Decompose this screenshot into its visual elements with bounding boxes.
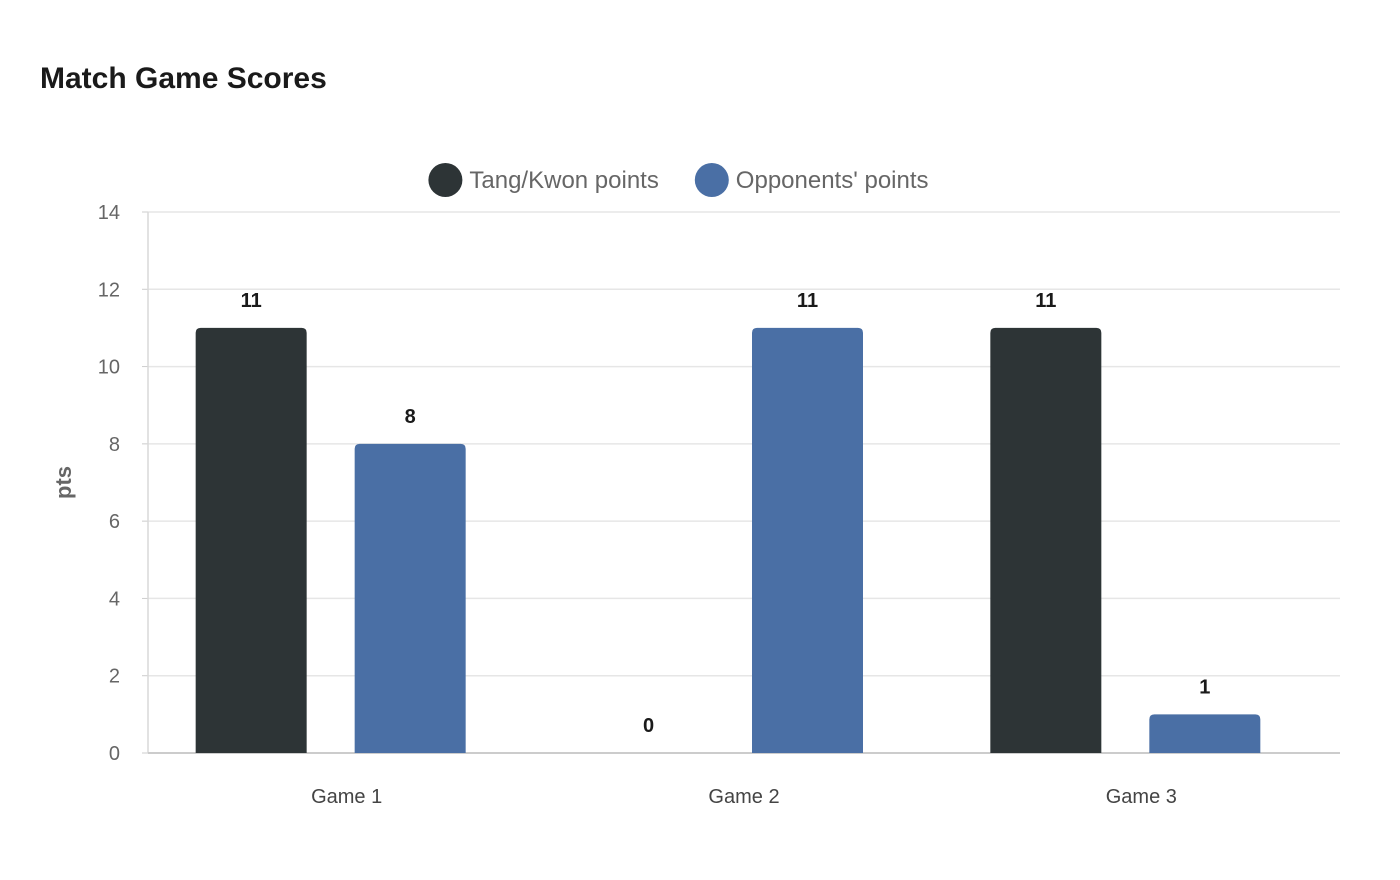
bar[interactable] bbox=[195, 327, 307, 753]
x-tick-label: Game 2 bbox=[708, 786, 779, 808]
x-tick-label: Game 1 bbox=[311, 786, 382, 808]
y-tick-label: 4 bbox=[109, 588, 120, 610]
data-label: 1 bbox=[1199, 676, 1210, 698]
bar[interactable] bbox=[354, 443, 466, 753]
gridlines bbox=[148, 211, 1340, 677]
y-tick-label: 0 bbox=[109, 743, 120, 765]
bar[interactable] bbox=[990, 327, 1102, 753]
bar[interactable] bbox=[752, 327, 863, 753]
data-label: 11 bbox=[1035, 290, 1056, 312]
legend-swatch bbox=[694, 163, 729, 197]
y-axis-title: pts bbox=[51, 466, 76, 499]
y-tick-label: 2 bbox=[109, 666, 120, 688]
x-tick-label: Game 3 bbox=[1106, 786, 1177, 808]
legend-swatch bbox=[428, 163, 463, 197]
legend: Tang/Kwon points Opponents' points bbox=[428, 163, 929, 197]
bars bbox=[195, 327, 1261, 753]
data-label: 8 bbox=[405, 406, 416, 428]
chart-title: Match Game Scores bbox=[40, 62, 327, 95]
y-tick-label: 8 bbox=[109, 434, 120, 456]
legend-label: Tang/Kwon points bbox=[469, 167, 658, 194]
data-label: 11 bbox=[797, 290, 818, 312]
legend-item[interactable]: Tang/Kwon points bbox=[428, 163, 659, 197]
y-tick-label: 14 bbox=[98, 202, 120, 224]
data-label: 0 bbox=[643, 715, 654, 737]
legend-item[interactable]: Opponents' points bbox=[694, 163, 929, 197]
y-tick-label: 10 bbox=[98, 357, 120, 379]
legend-label: Opponents' points bbox=[736, 167, 929, 194]
data-label: 11 bbox=[241, 290, 262, 312]
y-tick-label: 12 bbox=[98, 279, 120, 301]
y-tick-label: 6 bbox=[109, 511, 120, 533]
bar[interactable] bbox=[1149, 714, 1261, 753]
